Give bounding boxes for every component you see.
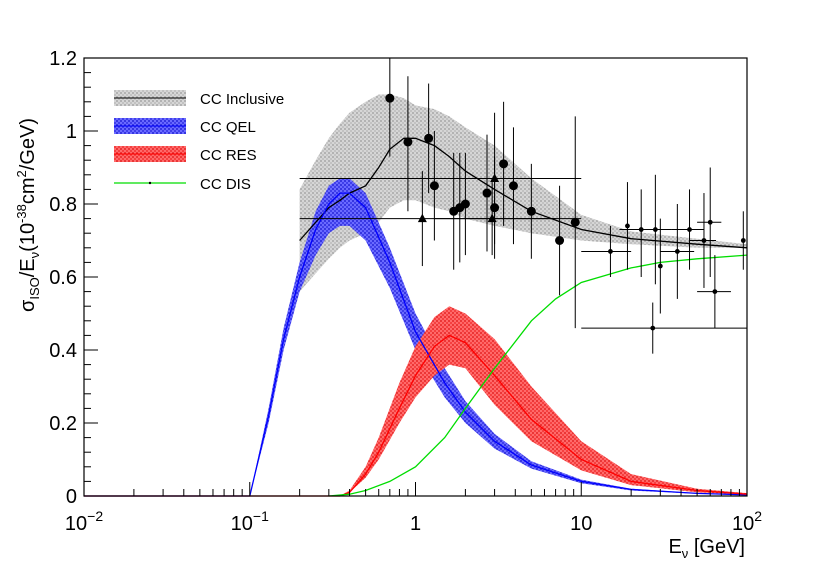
x-tick-label: 1 [410, 513, 421, 535]
y-tick-label: 1.2 [49, 48, 77, 70]
marker-dot [712, 289, 718, 294]
legend-marker-cc-dis [148, 181, 152, 185]
marker-circle [570, 217, 580, 227]
data-point [499, 101, 509, 226]
y-tick-label: 0.2 [49, 413, 77, 435]
y-tick-label: 0.4 [49, 340, 77, 362]
data-point [508, 127, 518, 245]
data-point [385, 58, 395, 157]
marker-circle [555, 236, 565, 245]
band-cc-qel [84, 178, 747, 496]
y-tick-label: 1 [66, 121, 77, 143]
plot-area [84, 58, 748, 497]
band-cc-res [84, 306, 747, 496]
marker-dot [652, 227, 658, 232]
marker-dot [608, 249, 613, 254]
marker-triangle [417, 213, 427, 223]
marker-dot [657, 263, 663, 269]
marker-circle [429, 181, 439, 191]
legend-label-cc-res: CC RES [200, 147, 257, 164]
data-point [429, 131, 439, 241]
y-axis-title: σISO/Eν(10-38cm2/GeV) [14, 118, 42, 312]
axes: 0 0.2 0.4 0.6 0.8 1 1.2 10−2 10−1 1 10 102 [49, 48, 762, 535]
marker-dot [650, 325, 656, 331]
legend: CC Inclusive CC QEL CC RES CC DIS [114, 90, 284, 193]
data-point [689, 193, 716, 288]
data-point [657, 218, 663, 314]
x-tick-label: 10−1 [231, 508, 269, 535]
data-point [460, 152, 470, 256]
data-point [482, 134, 492, 252]
legend-label-cc-qel: CC QEL [200, 119, 256, 136]
data-point [424, 83, 434, 194]
band-cc-inclusive [299, 94, 747, 292]
data-point [740, 211, 746, 270]
y-tick-label: 0.8 [49, 194, 77, 216]
marker-circle [499, 159, 509, 169]
y-tick-label: 0.6 [49, 267, 77, 289]
marker-triangle [490, 173, 500, 182]
data-point [581, 302, 747, 354]
marker-circle [424, 133, 434, 143]
data-point [697, 255, 731, 329]
line-cc-dis [328, 254, 748, 497]
x-tick-label: 102 [732, 508, 762, 535]
data-point [697, 167, 722, 277]
x-axis-title: Eν [GeV] [668, 536, 745, 561]
y-tick-label: 0 [66, 486, 77, 508]
line-cc-res [84, 334, 748, 497]
data-point [526, 163, 536, 259]
line-cc-qel [84, 192, 748, 497]
marker-dot [707, 219, 713, 225]
x-tick-label: 10−2 [65, 508, 103, 535]
data-point [403, 76, 413, 212]
data-point [625, 182, 630, 270]
data-point [660, 204, 695, 299]
marker-circle [508, 181, 518, 191]
marker-dot [674, 249, 680, 254]
marker-circle [385, 93, 395, 103]
data-point [638, 174, 672, 285]
marker-circle [460, 199, 470, 209]
data-point [671, 189, 704, 270]
marker-dot [701, 238, 707, 243]
marker-circle [482, 188, 492, 198]
data-point [555, 185, 565, 296]
line-cc-inclusive [299, 137, 748, 249]
marker-dot [740, 238, 746, 243]
data-point [581, 225, 632, 277]
legend-label-cc-dis: CC DIS [200, 176, 251, 193]
marker-circle [403, 137, 413, 147]
marker-dot [687, 227, 692, 232]
legend-label-cc-inclusive: CC Inclusive [200, 91, 284, 108]
x-tick-label: 10 [570, 513, 592, 535]
marker-circle [526, 206, 536, 216]
marker-dot [625, 223, 630, 229]
data-point [570, 116, 580, 329]
data-point [299, 112, 582, 245]
